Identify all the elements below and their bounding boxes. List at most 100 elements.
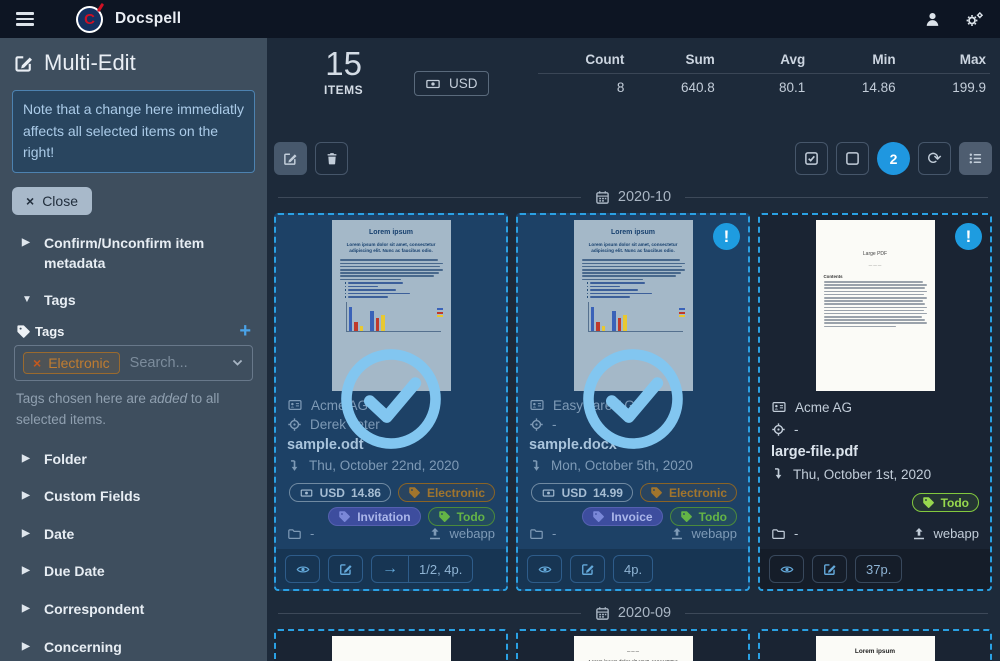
tag-search-input[interactable] [129, 354, 221, 371]
eye-icon [296, 565, 309, 573]
money-bill-icon [542, 488, 554, 497]
item-card-large-file-pdf[interactable]: ! Large PDF — — — Contents Acme AG [758, 213, 992, 591]
tag-badge-todo[interactable]: Todo [427, 507, 495, 527]
tag-badge-invitation[interactable]: Invitation [328, 507, 421, 527]
item-card[interactable]: — — — Lorem ipsum dolor sit amet, consec… [516, 629, 750, 661]
item-badges: USD 14.99 Electronic Invoice [529, 483, 737, 527]
selected-count-badge[interactable]: 2 [877, 142, 910, 175]
caret-right-icon: ▶ [22, 565, 30, 577]
eye-icon [538, 565, 551, 573]
stats-col-count: Count [585, 52, 625, 67]
stats-col-max: Max [959, 52, 987, 67]
stats-col-sum: Sum [685, 52, 715, 67]
item-card-sample-odt[interactable]: Lorem ipsum Lorem ipsum dolor sit amet, … [274, 213, 508, 591]
date-group-label: 2020-10 [617, 189, 672, 205]
next-attachment-button[interactable]: → [382, 560, 398, 577]
tag-badge-electronic[interactable]: Electronic [639, 483, 737, 503]
amount-badge: USD 14.86 [288, 483, 391, 503]
crosshair-icon [288, 417, 301, 431]
stats-value-min: 14.86 [861, 80, 896, 95]
document-preview: Lorem ipsum Lorem ipsum dolor sit amet, … [276, 215, 506, 391]
item-card[interactable]: Lorem ipsum Lorem ipsum dolor sit amet, … [758, 629, 992, 661]
close-button[interactable]: × Close [12, 187, 92, 216]
tags-multiselect[interactable]: × Electronic [14, 344, 253, 381]
folder-source-row: - webapp [287, 526, 495, 547]
address-card-icon [772, 402, 786, 412]
sidebar-item-tags[interactable]: ▼ Tags [22, 292, 76, 309]
crosshair-icon [772, 422, 785, 436]
tag-badge-todo[interactable]: Todo [911, 493, 979, 512]
settings-cogs-icon[interactable] [965, 11, 984, 28]
delete-selected-button[interactable] [315, 142, 348, 175]
warning-exclamation-icon: ! [713, 223, 740, 250]
sidebar-item-confirm-metadata[interactable]: ▶ Confirm/Unconfirm item metadata [22, 235, 205, 271]
calendar-icon [596, 606, 609, 620]
tags-field-label: Tags [35, 323, 65, 339]
edit-item-button[interactable] [570, 555, 605, 583]
caret-right-icon: ▶ [22, 527, 30, 539]
tag-badge-invoice[interactable]: Invoice [582, 507, 663, 527]
add-tag-icon[interactable]: + [239, 320, 251, 343]
selected-check-icon [341, 349, 441, 449]
source-label: webapp [691, 526, 737, 542]
chevron-down-icon[interactable] [231, 356, 244, 369]
deselect-all-button[interactable] [836, 142, 869, 175]
app-title: Docspell [115, 10, 182, 27]
selected-tag-chip[interactable]: × Electronic [23, 351, 120, 374]
preview-eye-button[interactable] [285, 555, 320, 583]
sidebar-item-correspondent[interactable]: ▶ Correspondent [22, 601, 145, 618]
sidebar-item-due-date[interactable]: ▶ Due Date [22, 563, 105, 580]
item-name[interactable]: sample.odt [287, 437, 364, 454]
sync-icon: ⟳ [927, 149, 942, 168]
preview-eye-button[interactable] [527, 555, 562, 583]
menu-icon[interactable] [16, 12, 34, 26]
logo-accent [96, 2, 105, 12]
sidebar-item-date[interactable]: ▶ Date [22, 525, 75, 542]
selection-toolbar: 2 ⟳ [274, 138, 992, 187]
tag-icon [17, 325, 30, 338]
item-date-row: Thu, October 22nd, 2020 [287, 456, 495, 475]
remove-tag-icon[interactable]: × [33, 354, 42, 371]
user-icon[interactable] [924, 11, 941, 28]
item-card[interactable]: Keywords in PDF [274, 629, 508, 661]
caret-right-icon: ▶ [22, 490, 30, 502]
document-preview: Lorem ipsum Lorem ipsum dolor sit amet, … [518, 215, 748, 391]
card-footer: 37p. [760, 549, 990, 589]
card-footer: 4p. [518, 549, 748, 589]
list-view-button[interactable] [959, 142, 992, 175]
folder-icon [288, 528, 301, 539]
select-all-button[interactable] [795, 142, 828, 175]
sidebar-item-concerning[interactable]: ▶ Concerning [22, 638, 122, 655]
sidebar-title-row: Multi-Edit [14, 50, 255, 76]
tag-icon [339, 511, 351, 522]
tag-icon [922, 497, 934, 508]
stats-col-min: Min [872, 52, 896, 67]
address-card-icon [530, 400, 544, 411]
document-preview: Lorem ipsum Lorem ipsum dolor sit amet, … [760, 631, 990, 661]
edit-icon [823, 564, 836, 575]
caret-right-icon: ▶ [22, 237, 30, 249]
close-icon: × [26, 193, 35, 210]
stats-table: Count Sum Avg Min Max 8 640.8 80.1 14.86… [538, 46, 990, 101]
preview-eye-button[interactable] [769, 555, 804, 583]
eye-icon [780, 565, 793, 573]
invert-selection-button[interactable]: ⟳ [918, 142, 951, 175]
stats-value-avg: 80.1 [778, 80, 806, 95]
direction-arrow-down-icon [291, 459, 298, 471]
folder-icon [772, 528, 785, 539]
item-name[interactable]: sample.docx [529, 437, 617, 454]
attachment-nav-group: → 1/2, 4p. [371, 555, 474, 583]
sidebar-item-custom-fields[interactable]: ▶ Custom Fields [22, 488, 141, 505]
item-name[interactable]: large-file.pdf [771, 444, 859, 460]
cards-row-2020-09: Keywords in PDF — — — Lorem ipsum dolor … [274, 629, 992, 661]
edit-item-button[interactable] [812, 555, 847, 583]
item-card-sample-docx[interactable]: ! Lorem ipsum Lorem ipsum dolor sit amet… [516, 213, 750, 591]
sidebar-item-folder[interactable]: ▶ Folder [22, 450, 87, 467]
edit-selected-button[interactable] [274, 142, 307, 175]
edit-item-button[interactable] [328, 555, 363, 583]
tag-badge-todo[interactable]: Todo [669, 507, 737, 527]
docspell-logo[interactable]: C [76, 2, 105, 33]
tag-badge-electronic[interactable]: Electronic [397, 483, 495, 503]
caret-right-icon: ▶ [22, 640, 30, 652]
amount-badge: USD 14.99 [530, 483, 633, 503]
